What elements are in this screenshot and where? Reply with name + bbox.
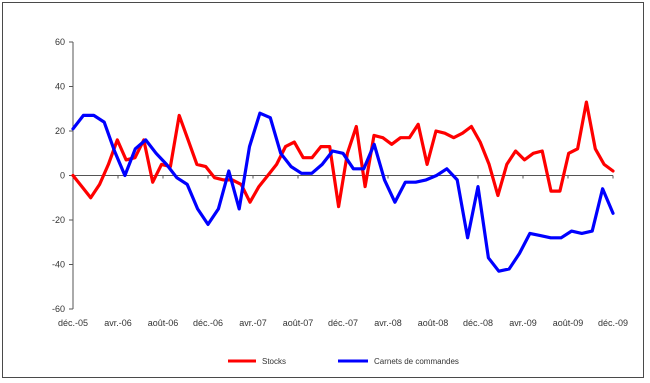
series-line-carnets-de-commandes: [71, 111, 615, 273]
y-tick-label: 20: [55, 126, 65, 136]
x-tick-label: déc.-06: [193, 318, 223, 328]
legend-orders-label: Carnets de commandes: [374, 357, 459, 366]
x-tick-label: août-06: [148, 318, 179, 328]
x-tick-label: déc.-09: [598, 318, 628, 328]
chart-series: [71, 100, 615, 273]
legend-stocks-label: Stocks: [262, 357, 286, 366]
x-tick-label: avr.-06: [104, 318, 132, 328]
y-tick-label: -20: [52, 215, 65, 225]
x-tick-label: déc.-05: [58, 318, 88, 328]
x-tick-label: avr.-07: [239, 318, 267, 328]
y-tick-label: 0: [60, 171, 65, 181]
chart-axes: 60 40 20 0 -20 -40 -60 déc.-05 avr.-06 août-06 déc…: [52, 37, 628, 328]
y-tick-label: -60: [52, 304, 65, 314]
chart-legend: Stocks Carnets de commandes: [228, 357, 459, 366]
series-line-stocks: [71, 100, 615, 209]
x-tick-label: déc.-08: [463, 318, 493, 328]
y-tick-label: 40: [55, 82, 65, 92]
x-tick-label: avr.-08: [374, 318, 402, 328]
y-tick-label: -40: [52, 260, 65, 270]
x-tick-label: déc.-07: [328, 318, 358, 328]
chart-frame: [2, 2, 644, 378]
x-tick-label: août-08: [418, 318, 449, 328]
x-tick-label: août-07: [283, 318, 314, 328]
x-tick-label: avr.-09: [509, 318, 537, 328]
x-tick-label: août-09: [553, 318, 584, 328]
y-tick-label: 60: [55, 37, 65, 47]
